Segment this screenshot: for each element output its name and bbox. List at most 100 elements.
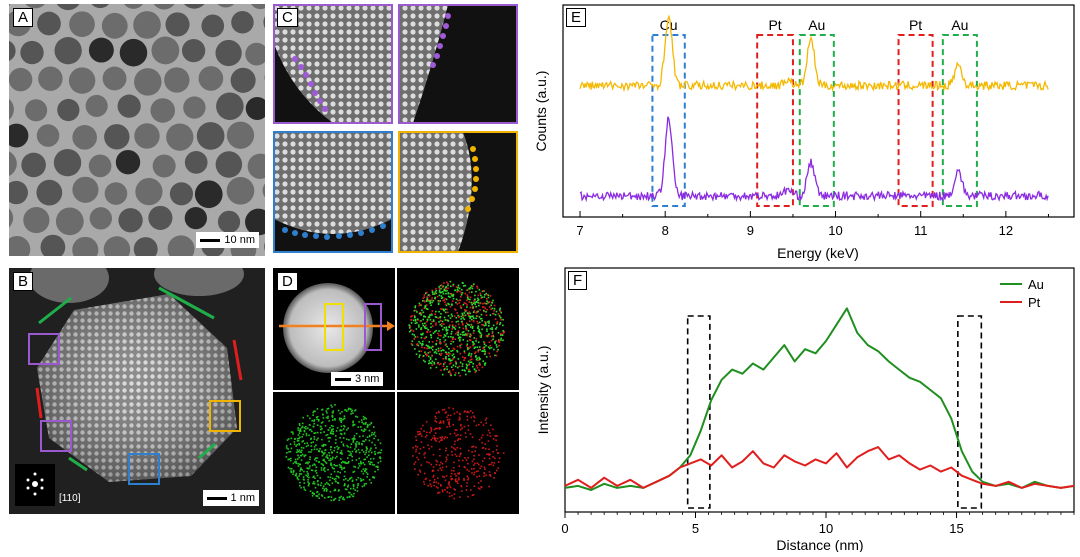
nanoparticle [134, 68, 162, 96]
chart-f: 0 5 10 15 Au Pt Distance (nm) Intensity (a.… [530, 264, 1080, 552]
nanoparticle [120, 39, 148, 67]
nanoparticle [9, 181, 28, 204]
x-tick-label: 10 [819, 521, 833, 536]
facet-line-red [234, 340, 241, 380]
nanoparticle [199, 66, 224, 91]
nanoparticle [38, 66, 62, 90]
nanoparticle [214, 4, 238, 8]
nanoparticle [54, 149, 81, 176]
x-tick-label: 12 [999, 223, 1013, 238]
nanoparticle [9, 205, 13, 231]
scale-bar-d-label: 3 nm [355, 373, 379, 385]
nanoparticle [197, 122, 225, 150]
zoom-bottom-left [274, 132, 392, 252]
panel-c-graphics [273, 4, 519, 254]
nanoparticle [57, 99, 79, 121]
nanoparticle [54, 37, 81, 64]
peak-box [899, 35, 933, 206]
nanoparticle [9, 40, 16, 62]
peak-box [800, 35, 834, 206]
nanoparticle [151, 37, 179, 65]
nanoparticle [9, 68, 32, 91]
nanoparticle [218, 211, 240, 233]
peak-box [943, 35, 977, 206]
overlay-map-bg [397, 268, 519, 390]
zone-axis-label: [110] [59, 493, 81, 504]
nanoparticle [116, 150, 140, 174]
x-tick-label: 15 [949, 521, 963, 536]
nanoparticle [245, 43, 265, 66]
nanoparticle [89, 155, 112, 178]
x-tick-label: 0 [561, 521, 568, 536]
nanoparticle [246, 97, 265, 120]
nanoparticle [69, 67, 95, 93]
peak-box [757, 35, 793, 206]
nanoparticle [264, 234, 265, 256]
nanoparticle [185, 151, 208, 174]
particle-b: [110] [9, 268, 265, 514]
scale-bar-a: 10 nm [196, 232, 259, 248]
panel-c-zoom-grid: C [273, 4, 519, 254]
chart-f-xlabel: Distance (nm) [776, 537, 863, 552]
nanoparticle [165, 12, 189, 36]
nanoparticle [37, 124, 60, 147]
nanoparticle [118, 208, 142, 232]
scale-bar-b-label: 1 nm [231, 492, 255, 504]
nanoparticle [55, 4, 82, 10]
nanoparticle [25, 99, 47, 121]
nanoparticle [134, 123, 159, 148]
chart-f-ylabel: Intensity (a.u.) [535, 346, 551, 435]
nanoparticle [72, 125, 97, 150]
tem-particles [9, 4, 265, 256]
pt-map-bg [397, 392, 519, 514]
nanoparticle [72, 237, 98, 256]
nanoparticle [134, 237, 158, 256]
nanoparticle [201, 15, 224, 38]
nanoparticle [102, 13, 128, 39]
nanoparticle [183, 96, 205, 118]
nanoparticle [118, 95, 141, 118]
panel-b-haadf-particle: [110] B 1 nm [9, 268, 265, 514]
peak-label: Pt [909, 17, 922, 33]
nanoparticle [9, 96, 14, 123]
nanoparticle [86, 95, 108, 117]
nanoparticle [168, 235, 195, 256]
x-tick-label: 8 [662, 223, 669, 238]
chart-e-frame [563, 5, 1074, 217]
zoom-bottom-right [399, 132, 517, 252]
panel-letter-a: A [13, 8, 33, 27]
chart-f-frame [565, 268, 1074, 512]
nanoparticle [105, 182, 128, 205]
nanoparticle [248, 154, 265, 179]
chart-e-ylabel: Counts (a.u.) [533, 71, 549, 152]
nanoparticle [90, 207, 112, 229]
chart-f-legend: Au Pt [1000, 277, 1044, 310]
legend-label-au: Au [1028, 277, 1044, 292]
nanoparticle [21, 153, 46, 178]
nanoparticle [231, 68, 256, 93]
peak-label: Pt [768, 17, 781, 33]
panel-a-tem-image: A 10 nm [9, 4, 265, 256]
nanoparticle [181, 4, 208, 9]
scale-bar-d: 3 nm [331, 372, 383, 386]
nanoparticle [150, 98, 175, 123]
nanoparticle [215, 40, 241, 66]
x-tick-label: 11 [914, 223, 928, 238]
nanoparticle [263, 10, 265, 35]
nanoparticle [216, 92, 244, 120]
fft-pattern [15, 464, 55, 506]
nanoparticle [104, 124, 129, 149]
nanoparticle [103, 67, 127, 91]
nanoparticle [170, 182, 193, 205]
panel-f-line-profile: 0 5 10 15 Au Pt Distance (nm) Intensity (a.… [530, 264, 1080, 552]
spectrum-purple [580, 117, 1048, 200]
nanoparticle [9, 124, 28, 148]
x-tick-label: 5 [692, 521, 699, 536]
nanoparticle [104, 236, 131, 256]
peak-label: Au [808, 17, 825, 33]
nanoparticle [216, 151, 243, 178]
zoom-top-right [399, 5, 517, 123]
nanoparticle [89, 4, 111, 8]
profile-au [565, 308, 1074, 490]
